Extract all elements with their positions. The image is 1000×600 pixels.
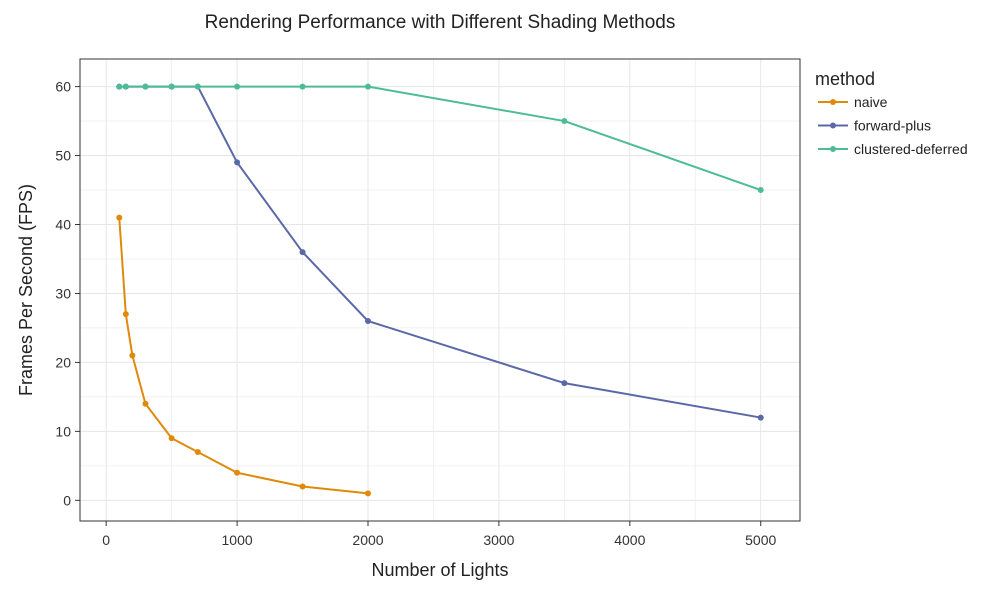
data-point: [194, 83, 201, 90]
x-axis-title: Number of Lights: [371, 560, 508, 580]
legend-marker: [830, 122, 836, 129]
data-point: [365, 318, 371, 325]
data-point: [365, 83, 371, 90]
y-tick-label: 10: [55, 423, 71, 439]
data-point: [365, 490, 371, 497]
data-point: [142, 400, 149, 407]
data-point: [168, 435, 175, 442]
legend-marker: [830, 146, 836, 152]
legend-label: clustered-deferred: [854, 141, 968, 157]
legend-marker: [830, 99, 836, 105]
data-point: [234, 469, 241, 476]
legend-item-forward-plus: forward-plus: [818, 118, 931, 134]
x-tick-label: 1000: [222, 532, 253, 548]
legend-item-clustered-deferred: clustered-deferred: [818, 141, 968, 157]
series-clustered-deferred: [116, 83, 764, 194]
x-tick-label: 5000: [745, 532, 776, 548]
legend-title: method: [815, 69, 875, 89]
series-layer: [116, 83, 764, 497]
data-point: [561, 118, 568, 125]
data-point: [234, 83, 241, 90]
legend-label: naive: [854, 94, 888, 110]
y-tick-label: 30: [55, 285, 71, 301]
y-axis-title: Frames Per Second (FPS): [16, 184, 36, 396]
chart-title: Rendering Performance with Different Sha…: [205, 12, 676, 33]
y-tick-label: 40: [55, 216, 71, 232]
x-tick-label: 0: [102, 532, 110, 548]
legend: method naive forward-plus clustered-deferr…: [815, 69, 968, 157]
x-tick-label: 4000: [614, 532, 645, 548]
data-point: [116, 214, 123, 221]
grid: [80, 59, 800, 521]
series-naive: [116, 214, 371, 497]
legend-label: forward-plus: [854, 118, 931, 134]
plot-frame: [79, 58, 801, 522]
x-tick-label: 3000: [483, 532, 514, 548]
y-tick-label: 50: [55, 148, 71, 164]
data-point: [122, 311, 129, 318]
data-point: [168, 83, 175, 90]
data-point: [561, 380, 568, 387]
data-point: [234, 159, 241, 166]
series-line-forward-plus: [119, 85, 761, 419]
axis-ticks: 0 1000 2000 3000 4000 5000 0 10 20 30 40 50 60: [55, 79, 776, 548]
data-point: [299, 483, 306, 490]
data-point: [116, 83, 123, 90]
data-point: [757, 187, 764, 194]
y-tick-label: 60: [55, 79, 71, 95]
data-point: [142, 83, 149, 90]
x-tick-label: 2000: [352, 532, 383, 548]
data-point: [122, 83, 129, 90]
series-line-clustered-deferred: [119, 85, 762, 191]
data-point: [129, 352, 136, 359]
series-forward-plus: [116, 83, 764, 421]
data-point: [757, 414, 764, 421]
data-point: [194, 449, 201, 456]
data-point: [299, 83, 306, 90]
legend-item-naive: naive: [818, 94, 888, 110]
y-tick-label: 20: [55, 354, 71, 370]
data-point: [299, 249, 306, 256]
y-tick-label: 0: [63, 492, 71, 508]
